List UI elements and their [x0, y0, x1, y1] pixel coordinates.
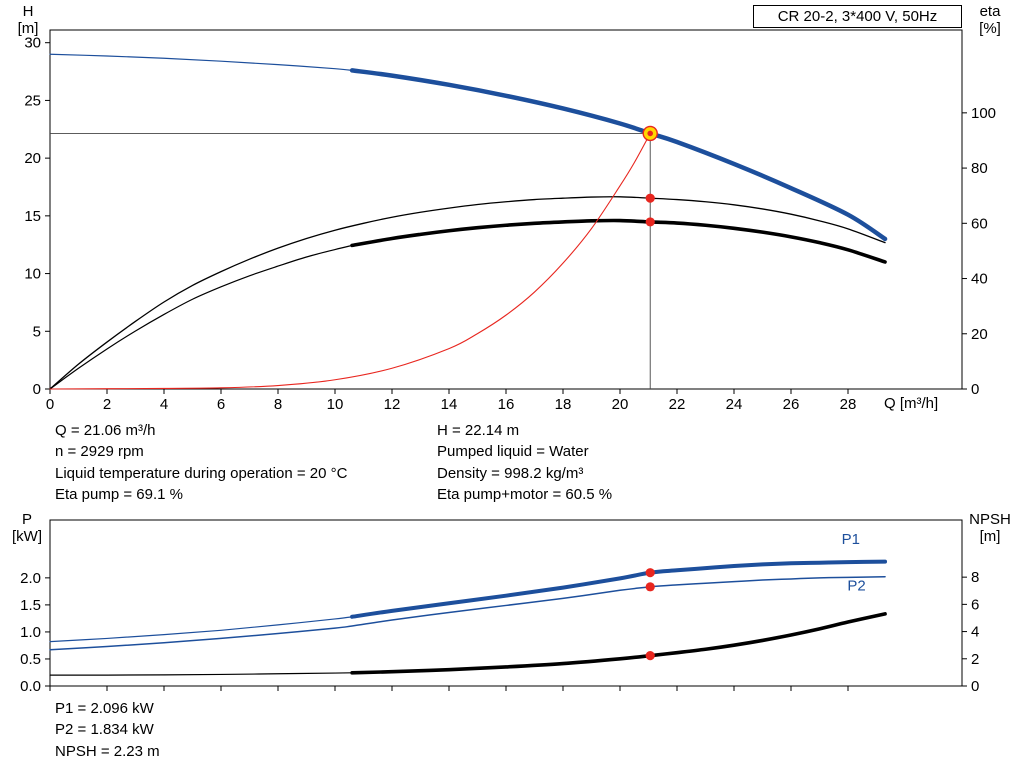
info-p1: P1 = 2.096 kW — [55, 700, 154, 717]
x-tick-label: 6 — [217, 396, 225, 413]
x-tick-label: 4 — [160, 396, 168, 413]
x-tick-label: 22 — [669, 396, 686, 413]
y-right-tick-label: 8 — [971, 569, 979, 586]
x-tick-label: 16 — [498, 396, 515, 413]
x-tick-label: 18 — [555, 396, 572, 413]
npsh-curve-lead — [49, 672, 353, 676]
info-head: H = 22.14 m — [437, 422, 520, 439]
y-right-tick-label: 60 — [971, 215, 988, 232]
y-left-tick-label: 10 — [24, 266, 41, 283]
duty-info-left: Q = 21.06 m³/h n = 2929 rpm Liquid tempe… — [55, 420, 347, 505]
y-right-tick-label: 100 — [971, 105, 996, 122]
y-left-tick-label: 2.0 — [20, 570, 41, 587]
hq-curve — [349, 68, 888, 242]
duty-info-right: H = 22.14 m Pumped liquid = Water Densit… — [437, 420, 612, 505]
pn-frame — [49, 519, 963, 687]
y-right-tick-label: 20 — [971, 326, 988, 343]
info-flow: Q = 21.06 m³/h — [55, 422, 156, 439]
q-axis-title: Q [m³/h] — [884, 395, 939, 412]
y-right-tick-label: 6 — [971, 596, 979, 613]
eta-pump-curve — [49, 196, 886, 390]
p2-curve-label: P2 — [847, 577, 865, 594]
hq-frame — [49, 29, 963, 390]
npsh-duty-marker-dot — [645, 651, 655, 661]
info-npsh: NPSH = 2.23 m — [55, 742, 160, 760]
npsh-axis-title: NPSH [m] — [960, 511, 1020, 545]
info-liquid-temperature: Liquid temperature during operation = 20… — [55, 464, 348, 482]
eta-axis-title: eta [%] — [964, 3, 1016, 37]
p-axis-title: P [kW] — [2, 511, 52, 545]
pump-title-box: CR 20-2, 3*400 V, 50Hz — [753, 5, 962, 28]
p2-duty-marker-dot — [645, 582, 655, 592]
y-right-tick-label: 80 — [971, 160, 988, 177]
p1-curve-lead — [49, 616, 353, 643]
info-speed: n = 2929 rpm — [55, 443, 144, 461]
system-curve — [49, 132, 651, 390]
y-right-tick-label: 2 — [971, 651, 979, 668]
x-tick-label: 2 — [103, 396, 111, 413]
y-left-tick-label: 0.0 — [20, 678, 41, 695]
x-tick-label: 8 — [274, 396, 282, 413]
y-right-tick-label: 4 — [971, 624, 979, 641]
eta-pump-duty-marker — [645, 193, 655, 203]
p1-duty-marker — [645, 568, 655, 578]
info-density: Density = 998.2 kg/m³ — [437, 464, 584, 482]
hq-curve-lead — [49, 53, 353, 72]
y-left-tick-label: 1.0 — [20, 624, 41, 641]
y-left-tick-label: 0.5 — [20, 651, 41, 668]
hq-eta-chart: 0 2 4 6 8 10 12 14 16 18 20 22 24 26 28051015202530020… — [24, 29, 996, 413]
y-right-tick-label: 0 — [971, 381, 979, 398]
p1-curve — [350, 559, 888, 619]
x-tick-label: 10 — [327, 396, 344, 413]
info-eta-pump: Eta pump = 69.1 % — [55, 485, 183, 503]
x-tick-label: 28 — [840, 396, 857, 413]
eta-axis-unit: [%] — [979, 20, 1001, 37]
power-info: P1 = 2.096 kW P2 = 1.834 kW NPSH = 2.23 … — [55, 698, 160, 762]
y-left-tick-label: 1.5 — [20, 597, 41, 614]
info-p2: P2 = 1.834 kW — [55, 721, 154, 739]
x-tick-label: 14 — [441, 396, 458, 413]
h-axis-title: H [m] — [6, 3, 50, 37]
npsh-duty-marker — [645, 651, 655, 661]
x-tick-label: 0 — [46, 396, 54, 413]
y-left-tick-label: 20 — [24, 150, 41, 167]
eta-pump-motor-duty-marker-dot — [645, 217, 655, 227]
p2-curve — [49, 576, 886, 651]
npsh-curve — [350, 612, 887, 675]
h-axis-unit: [m] — [17, 20, 39, 37]
p2-duty-marker — [645, 582, 655, 592]
y-right-tick-label: 40 — [971, 271, 988, 288]
p-axis-name: P — [21, 511, 32, 528]
p1-curve-label: P1 — [842, 531, 860, 548]
power-npsh-chart: 0.0 0.5 1.0 1.5 2.0 0 2 4 6 8 P1 P2 — [20, 519, 979, 695]
y-left-tick-label: 15 — [24, 208, 41, 225]
eta-pump-duty-marker-dot — [645, 193, 655, 203]
y-left-tick-label: 25 — [24, 92, 41, 109]
eta-pump-motor-duty-marker — [645, 217, 655, 227]
npsh-axis-unit: [m] — [979, 528, 1001, 545]
y-left-tick-label: 0 — [33, 381, 41, 398]
info-pumped-liquid: Pumped liquid = Water — [437, 443, 589, 461]
info-eta-pump-motor: Eta pump+motor = 60.5 % — [437, 485, 613, 503]
npsh-axis-name: NPSH — [969, 511, 1011, 528]
y-right-tick-label: 0 — [971, 678, 979, 695]
x-tick-label: 24 — [726, 396, 743, 413]
p-axis-unit: [kW] — [12, 528, 42, 545]
y-left-tick-label: 30 — [24, 35, 41, 52]
duty-point-inner — [647, 130, 654, 137]
eta-pump-motor-curve-lead — [49, 244, 353, 390]
x-tick-label: 20 — [612, 396, 629, 413]
p1-duty-marker-dot — [645, 568, 655, 578]
x-tick-label: 26 — [783, 396, 800, 413]
x-tick-label: 12 — [384, 396, 401, 413]
y-left-tick-label: 5 — [33, 323, 41, 340]
duty-point-marker[interactable] — [642, 125, 658, 142]
eta-pump-motor-curve — [350, 218, 887, 264]
eta-axis-name: eta — [979, 3, 1001, 20]
h-axis-name: H — [22, 3, 34, 20]
